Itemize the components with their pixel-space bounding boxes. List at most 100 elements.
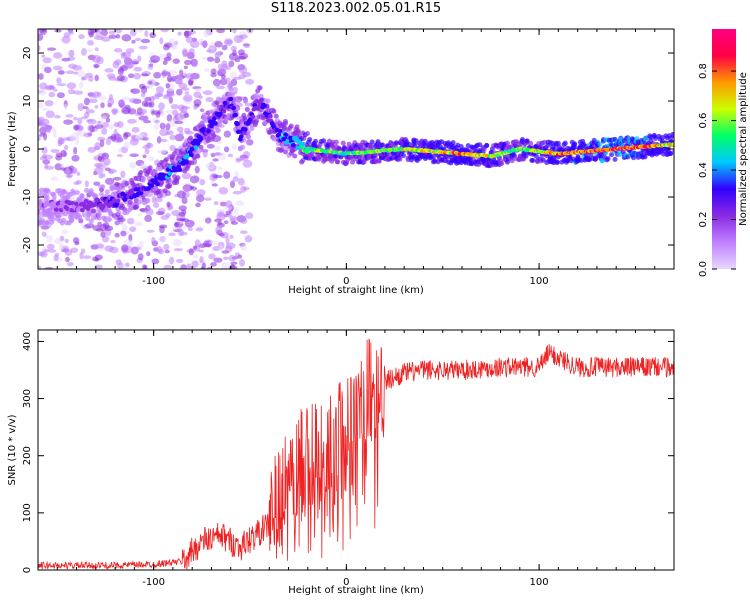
spectrogram-cell [151, 258, 160, 265]
spectrogram-cell [143, 265, 148, 269]
spectrogram-cell [430, 154, 436, 160]
spectrogram-cell [56, 92, 65, 99]
spectrogram-cell [94, 258, 100, 262]
spectrogram-cell [397, 156, 403, 162]
spectrogram-cell [89, 29, 99, 34]
spectrogram-cell [188, 78, 194, 86]
snr-y-tick-label: 100 [22, 503, 33, 522]
spectrogram-cell [210, 152, 216, 158]
spectrogram-cell [158, 102, 166, 111]
spectrogram-cell [77, 214, 83, 220]
spectrogram-cell [151, 110, 161, 115]
spectrogram-ridge-cell [217, 111, 223, 117]
spectrogram-ridge-cell [295, 145, 301, 151]
spectrogram-cell [245, 78, 255, 85]
spectrogram-cell [77, 70, 85, 78]
spectrogram-cell [243, 42, 251, 49]
spectrogram-cell [137, 55, 142, 62]
spectrogram-cell [46, 243, 55, 250]
spectrogram-cell [169, 154, 175, 160]
spectrogram-cell [129, 29, 137, 37]
spectrogram-cell [143, 115, 149, 123]
spectrogram-cell [84, 180, 89, 188]
spectrogram-cell [77, 103, 85, 112]
spectrogram-cell [400, 153, 406, 159]
spectrogram-cell [65, 114, 74, 118]
spectrogram-cell [145, 197, 151, 203]
spectrogram-ridge-cell [198, 136, 204, 141]
spectrogram-cell [40, 118, 50, 127]
spectrogram-cell [105, 137, 112, 146]
spectrogram-cell [103, 158, 111, 166]
spectrogram-cell [94, 264, 103, 269]
spectrogram-cell [183, 113, 190, 118]
spectrogram-cell [60, 217, 66, 223]
spectrogram-cell [175, 74, 185, 80]
spectrogram-cell [158, 235, 166, 244]
spectrogram-cell [78, 34, 85, 40]
spectrogram-cell [334, 159, 340, 165]
spectrogram-cell [178, 211, 186, 217]
spectrogram-cell [52, 65, 63, 71]
spectrogram-cell [213, 201, 219, 206]
spectrogram-cell [199, 178, 206, 186]
spectrogram-cell [104, 245, 114, 252]
spectrogram-cell [155, 211, 165, 216]
spectrogram-cell [51, 126, 56, 133]
spectrogram-cell [73, 90, 84, 95]
spectrogram-cell [524, 138, 530, 144]
spectrogram-cell [643, 136, 649, 142]
spectrogram-cell [163, 157, 169, 163]
colorbar-tick-label: 0.0 [698, 261, 709, 277]
spectrogram-cell [137, 212, 143, 217]
spectrogram-cell [217, 166, 223, 171]
spectrogram-ridge-cell [149, 183, 155, 188]
spectrogram-cell [97, 156, 103, 161]
spectrogram-cell [56, 77, 62, 84]
spectrogram-cell [230, 45, 237, 52]
spectrogram-cell [83, 255, 92, 260]
spectrogram-cell [282, 149, 288, 155]
spectrogram-ridge-cell [281, 136, 287, 142]
spectrogram-cell [176, 218, 187, 222]
spectrogram-ridge-cell [177, 167, 183, 173]
page-title: S118.2023.002.05.01.R15 [270, 1, 442, 16]
spectrogram-cell [125, 262, 130, 267]
spectrogram-cell [151, 236, 156, 245]
spectrogram-cell [84, 223, 95, 229]
spectrogram-cell [144, 190, 150, 196]
spectrogram-ridge-cell [262, 103, 267, 108]
snr-x-tick-label: 0 [343, 577, 349, 588]
spectrogram-cell [137, 253, 144, 261]
spectrogram-cell [104, 68, 114, 73]
spectrogram-cell [69, 218, 75, 224]
spectrogram-cell [218, 152, 227, 161]
spectrogram-cell [44, 165, 55, 170]
spectrogram-cell [223, 220, 229, 225]
spectrogram-cell [232, 29, 237, 34]
spectrogram-cell [155, 86, 165, 94]
spectrogram-cell [116, 75, 125, 82]
spectrogram-cell [182, 184, 193, 192]
spectrogram-cell [393, 140, 399, 146]
spectrogram-cell [208, 253, 216, 260]
spectrogram-cell [631, 155, 637, 161]
spectrogram-cell [94, 142, 102, 150]
spectrogram-cell [200, 41, 207, 46]
spectrogram-cell [223, 130, 231, 138]
spectrogram-cell [115, 33, 121, 39]
spectrogram-cell [214, 41, 223, 48]
spectrogram-ridge-cell [671, 142, 674, 146]
spectrogram-ridge-cell [277, 128, 283, 134]
spectrogram-cell [170, 104, 180, 110]
spectrogram-ridge-cell [155, 181, 160, 187]
spectrogram-cell [153, 122, 159, 131]
spectrogram-cell [154, 119, 160, 124]
spectrogram-cell [206, 143, 215, 149]
spectrogram-cell [111, 108, 119, 114]
spectrogram-cell [61, 229, 69, 235]
spectrogram-ridge-cell [79, 208, 85, 213]
spectrogram-cell [43, 124, 51, 133]
spectrogram-cell [114, 232, 120, 238]
spectrogram-cell [245, 129, 251, 135]
